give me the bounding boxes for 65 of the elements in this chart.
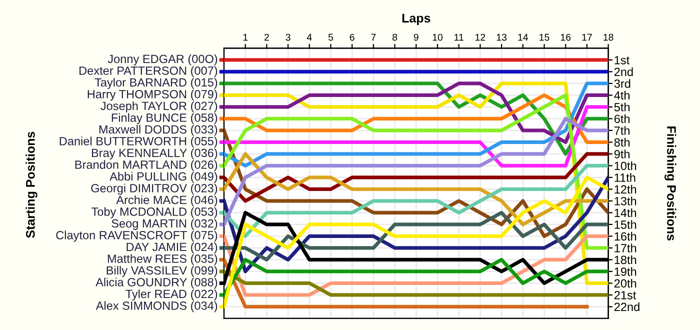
legend-label: Maxwell DODDS (033) <box>99 124 218 136</box>
x-axis-title: Laps <box>402 14 430 26</box>
x-tick-label: 1 <box>243 34 248 41</box>
legend-label: Taylor BARNARD (015) <box>94 78 218 89</box>
x-tick-label: 5 <box>328 34 334 41</box>
y2-tick-label: 13th <box>614 196 636 206</box>
x-tick-label: 2 <box>264 34 269 41</box>
legend-title: Starting Positions <box>26 132 38 238</box>
x-tick-label: 7 <box>371 34 376 41</box>
y2-tick-label: 11th <box>614 173 636 182</box>
x-tick-label: 18 <box>604 34 614 41</box>
x-tick-label: 9 <box>414 34 418 41</box>
x-tick-label: 14 <box>518 34 528 41</box>
legend-label: Alicia GOUNDRY (088) <box>96 278 218 289</box>
y2-tick-label: 17th <box>614 244 636 252</box>
y2-tick-label: 1st <box>614 56 630 64</box>
x-tick-label: 15 <box>540 34 550 41</box>
x-tick-label: 4 <box>306 34 312 41</box>
y2-tick-label: 4th <box>614 90 630 100</box>
legend-label: Harry THOMPSON (079) <box>88 90 218 101</box>
x-tick-label: 10 <box>432 34 443 41</box>
y2-tick-label: 7th <box>614 126 630 135</box>
legend-label: Jonny EDGAR (00O) <box>108 54 218 66</box>
y2-tick-label: 5th <box>614 102 630 112</box>
legend-label: Dexter PATTERSON (007) <box>80 66 218 78</box>
x-tick-label: 11 <box>454 34 464 41</box>
x-tick-label: 13 <box>496 34 507 41</box>
y2-tick-label: 6th <box>614 114 630 124</box>
legend-label: Daniel BUTTERWORTH (055) <box>60 136 218 148</box>
legend-label: Archie MACE (046) <box>116 195 218 206</box>
y2-tick-label: 3rd <box>614 79 630 88</box>
y2-tick-label: 16th <box>614 232 636 241</box>
legend-label: Joseph TAYLOR (027) <box>100 101 218 112</box>
y2-tick-label: 8th <box>614 138 630 147</box>
x-tick-label: 8 <box>392 34 398 41</box>
x-tick-label: 17 <box>582 34 592 41</box>
y2-tick-label: 12th <box>614 184 636 194</box>
y2-axis-title: Finishing Positions <box>664 126 676 240</box>
y2-tick-label: 2nd <box>614 67 633 76</box>
x-tick-label: 12 <box>476 34 486 41</box>
x-tick-label: 16 <box>560 34 571 41</box>
legend-label: Toby MCDONALD (053) <box>92 207 218 218</box>
legend-label: Clayton RAVENSCROFT (075) <box>56 230 218 242</box>
y2-tick-label: 14th <box>614 208 636 218</box>
x-tick-label: 3 <box>286 34 290 41</box>
y2-tick-label: 21st <box>614 290 636 300</box>
legend-label: Brandon MARTLAND (026) <box>75 160 218 172</box>
y2-tick-label: 22nd <box>614 302 640 312</box>
y2-tick-label: 18th <box>614 255 636 264</box>
legend-label: DAY JAMIE (024) <box>126 242 218 254</box>
legend-label: Seog MARTIN (032) <box>112 218 218 230</box>
x-tick-label: 6 <box>350 34 354 41</box>
legend-label: Georgi DIMITROV (023) <box>91 184 218 195</box>
y2-tick-label: 15th <box>614 220 636 229</box>
y2-tick-label: 20th <box>614 278 636 288</box>
y2-tick-label: 19th <box>614 267 636 276</box>
legend-label: Tyler READ (022) <box>126 289 218 300</box>
legend-label: Billy VASSILEV (099) <box>106 266 218 277</box>
legend-label: Matthew REES (035) <box>108 254 218 266</box>
legend-label: Abbi PULLING (049) <box>110 172 218 183</box>
legend-label: Alex SIMMONDS (034) <box>96 301 218 312</box>
y2-tick-label: 9th <box>614 150 630 158</box>
legend-label: Bray KENNEALLY (036) <box>92 148 218 160</box>
y2-tick-label: 10th <box>614 161 636 170</box>
legend-label: Finlay BUNCE (058) <box>112 113 218 124</box>
